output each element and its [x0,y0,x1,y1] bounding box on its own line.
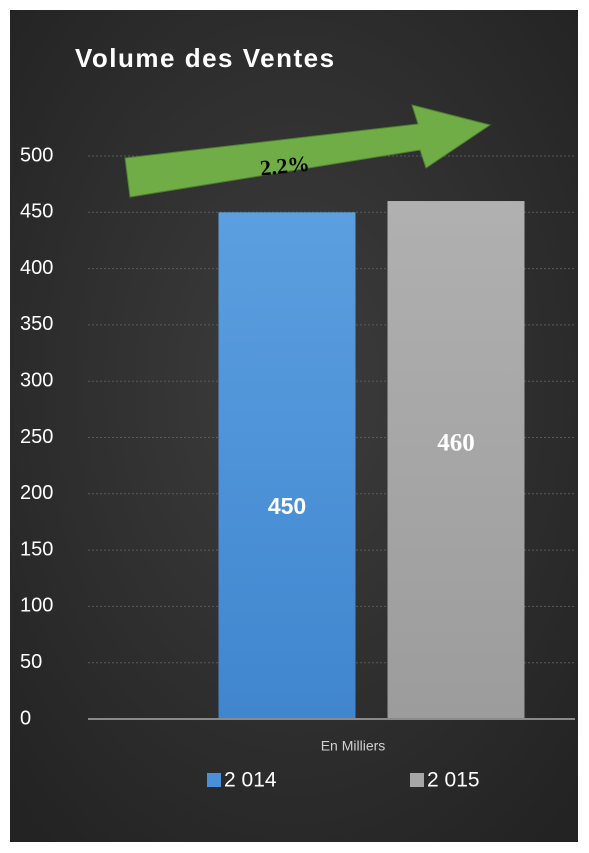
legend-label: 2 015 [427,769,480,792]
y-tick-label: 400 [20,257,53,279]
y-tick-label: 50 [20,651,42,673]
y-tick-label: 300 [20,369,53,391]
x-axis-label: En Milliers [321,738,386,754]
annotation: 2.2% [259,151,311,181]
y-tick-label: 500 [20,144,53,166]
y-tick-label: 100 [20,595,53,617]
bar [387,201,525,720]
legend-swatch [410,773,424,787]
y-tick-label: 250 [20,426,53,448]
legend-label: 2 014 [224,769,277,792]
y-tick-label: 0 [20,707,31,729]
chart-title: Volume des Ventes [75,43,336,73]
legend-swatch [207,773,221,787]
data-label: 450 [268,493,306,519]
y-tick-label: 450 [20,201,53,223]
bar [218,212,356,720]
y-tick-label: 350 [20,313,53,335]
trend-arrow [124,104,492,198]
y-tick-label: 150 [20,538,53,560]
data-label: 460 [437,430,475,457]
y-tick-label: 200 [20,482,53,504]
